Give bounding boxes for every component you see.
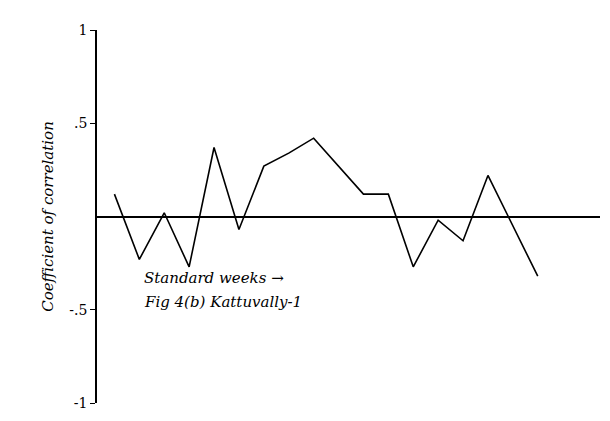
svg-text:-.5: -.5 xyxy=(69,302,87,318)
svg-text:.5: .5 xyxy=(74,115,87,131)
svg-text:Fig 4(b) Kattuvally-1: Fig 4(b) Kattuvally-1 xyxy=(144,293,302,311)
svg-text:-1: -1 xyxy=(74,395,88,411)
svg-text:Standard weeks →: Standard weeks → xyxy=(144,269,284,287)
svg-text:Coefficient of correlation: Coefficient of correlation xyxy=(39,121,57,312)
svg-text:1: 1 xyxy=(79,22,88,38)
